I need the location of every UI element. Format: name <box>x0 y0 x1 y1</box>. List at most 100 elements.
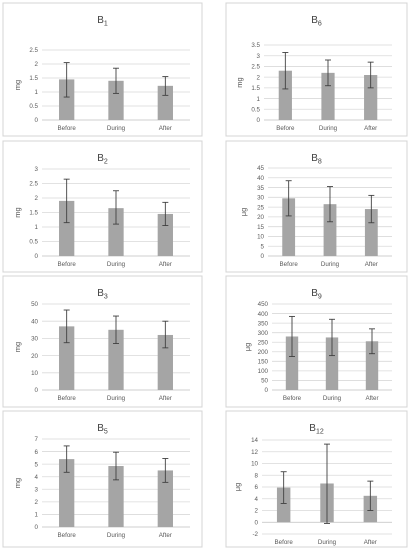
x-tick-label: After <box>364 539 377 546</box>
y-tick-label: 3 <box>35 166 39 173</box>
x-tick-label: During <box>107 395 126 402</box>
x-tick-label: After <box>365 395 378 402</box>
y-tick-label: 6 <box>35 449 39 456</box>
x-tick-label: During <box>107 532 126 539</box>
chart-title-letter: B <box>309 423 316 434</box>
bar <box>282 198 296 256</box>
chart-title-subscript: 3 <box>104 294 108 301</box>
y-tick-label: 200 <box>258 349 269 356</box>
y-tick-label: 5 <box>261 243 265 250</box>
y-tick-label: 0 <box>255 519 259 526</box>
y-tick-label: 5 <box>35 461 39 468</box>
bar <box>276 487 291 523</box>
x-tick-label: Before <box>280 261 299 268</box>
x-tick-label: During <box>107 125 126 132</box>
bar <box>285 336 299 390</box>
bar <box>157 334 173 390</box>
y-axis-label: mg <box>13 80 22 90</box>
bar <box>59 200 75 256</box>
y-axis-label: mg <box>13 207 22 217</box>
bar <box>365 341 379 390</box>
y-tick-label: 50 <box>261 378 268 385</box>
y-tick-label: 3 <box>257 53 261 60</box>
bar <box>157 85 173 120</box>
x-tick-label: Before <box>276 125 295 132</box>
x-tick-label: After <box>159 532 172 539</box>
y-tick-label: 300 <box>258 330 269 337</box>
bar <box>59 459 75 527</box>
chart-title: B2 <box>97 153 108 166</box>
y-tick-label: 1 <box>257 96 261 103</box>
bar <box>59 79 75 120</box>
bar <box>364 209 378 256</box>
y-tick-label: 10 <box>31 370 38 377</box>
chart-title: B8 <box>311 153 322 166</box>
chart-title-subscript: 9 <box>318 294 322 301</box>
y-tick-label: 350 <box>258 320 269 327</box>
chart-title-letter: B <box>311 153 318 164</box>
y-axis-label: μg <box>243 343 252 352</box>
y-tick-label: 4 <box>35 474 39 481</box>
panel-border <box>225 410 408 548</box>
y-axis-label: mg <box>13 342 22 352</box>
y-tick-label: 30 <box>257 195 264 202</box>
y-tick-label: 450 <box>258 301 269 308</box>
y-tick-label: 2.5 <box>29 47 38 54</box>
chart-title: B6 <box>311 15 322 28</box>
x-tick-label: After <box>364 125 377 132</box>
y-tick-label: 7 <box>35 436 39 443</box>
bar <box>108 208 124 256</box>
panel-border <box>225 2 408 137</box>
y-tick-label: 2 <box>35 61 39 68</box>
bar <box>59 326 75 390</box>
x-tick-label: During <box>107 261 126 268</box>
y-tick-label: 40 <box>31 318 38 325</box>
y-tick-label: 0 <box>35 387 39 394</box>
chart-title-subscript: 12 <box>316 429 324 436</box>
y-tick-label: 100 <box>258 368 269 375</box>
y-tick-label: 2.5 <box>251 64 260 71</box>
bar <box>325 337 339 390</box>
x-tick-label: Before <box>58 532 77 539</box>
y-tick-label: 0.5 <box>29 103 38 110</box>
chart-title-subscript: 2 <box>104 159 108 166</box>
y-tick-label: 2.5 <box>29 181 38 188</box>
chart-title: B12 <box>309 423 324 436</box>
y-tick-label: 0 <box>261 253 265 260</box>
y-tick-label: 20 <box>257 214 264 221</box>
x-tick-label: Before <box>58 261 77 268</box>
y-tick-label: 20 <box>31 353 38 360</box>
x-tick-label: During <box>318 539 337 546</box>
chart-title: B5 <box>97 423 108 436</box>
chart-title-subscript: 8 <box>318 159 322 166</box>
y-tick-label: 0 <box>35 117 39 124</box>
x-tick-label: Before <box>275 539 294 546</box>
y-tick-label: 0 <box>265 387 269 394</box>
y-axis-label: μg <box>239 208 248 217</box>
y-tick-label: 10 <box>251 461 258 468</box>
y-axis-label: mg <box>235 77 244 87</box>
y-tick-label: 2 <box>257 74 261 81</box>
y-tick-label: 12 <box>251 449 258 456</box>
y-tick-label: 0 <box>35 253 39 260</box>
y-axis-label: μg <box>233 483 242 492</box>
chart-title: B1 <box>97 15 108 28</box>
x-tick-label: During <box>319 125 338 132</box>
y-tick-label: 6 <box>255 484 259 491</box>
bar <box>157 213 173 256</box>
chart-panel-2: 0 0.5 1 1.5 2 2.5 3 3.5 mg B6 Before During After <box>225 2 408 137</box>
x-tick-label: Before <box>58 125 77 132</box>
bar <box>108 466 124 527</box>
y-tick-label: 2 <box>255 508 259 515</box>
chart-title-letter: B <box>97 288 104 299</box>
x-tick-label: After <box>159 261 172 268</box>
bar <box>364 75 378 120</box>
x-tick-label: During <box>323 395 342 402</box>
bar <box>108 80 124 120</box>
y-tick-label: 1 <box>35 224 39 231</box>
y-tick-label: 40 <box>257 175 264 182</box>
y-tick-label: 15 <box>257 224 264 231</box>
y-tick-label: 0.5 <box>251 106 260 113</box>
